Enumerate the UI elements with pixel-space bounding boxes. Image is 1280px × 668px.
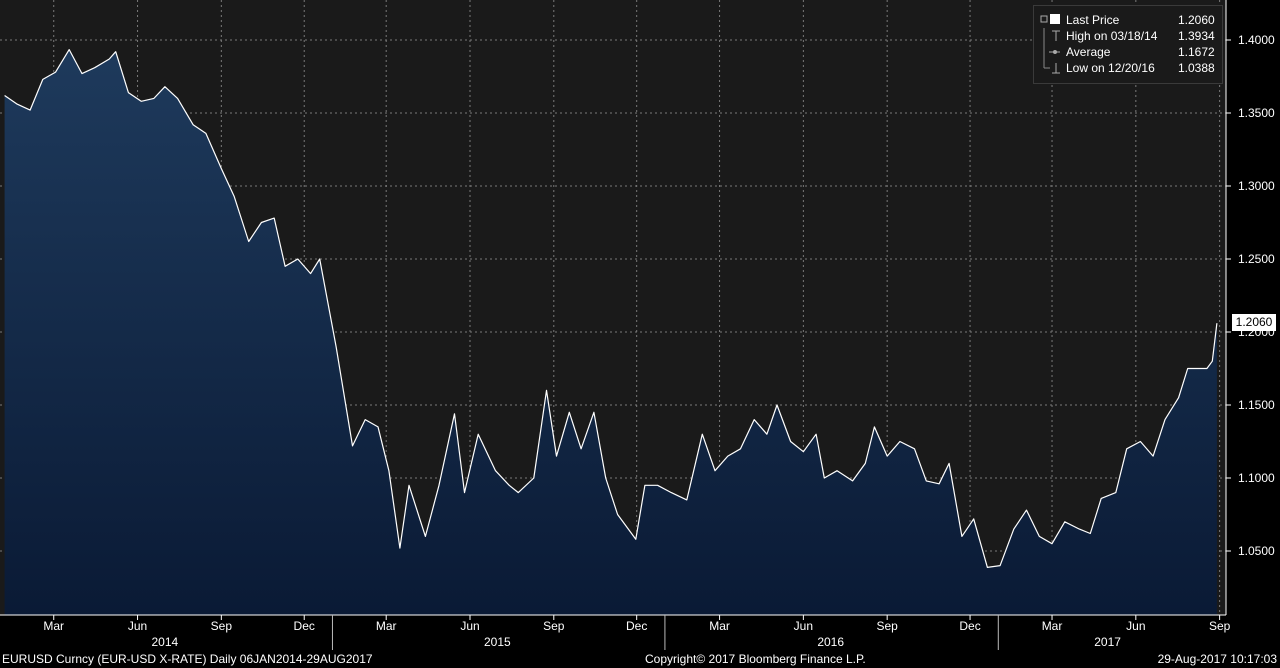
x-tick-label: Jun [128, 619, 147, 633]
y-tick-label: 1.4000 [1238, 33, 1275, 47]
y-tick-label: 1.1500 [1238, 398, 1275, 412]
y-tick-label: 1.3000 [1238, 179, 1275, 193]
x-tick-label: Mar [43, 619, 64, 633]
x-tick-label: Sep [543, 619, 565, 633]
x-tick-label: Mar [376, 619, 397, 633]
legend-label: High on 03/18/14 [1066, 29, 1158, 43]
legend-value: 1.1672 [1178, 45, 1215, 59]
x-tick-label: Jun [1126, 619, 1145, 633]
y-tick-label: 1.2500 [1238, 252, 1275, 266]
x-tick-label: Mar [1042, 619, 1063, 633]
year-label: 2016 [817, 635, 844, 649]
year-label: 2017 [1094, 635, 1121, 649]
axes [0, 0, 1227, 616]
average-marker-icon [1040, 44, 1061, 60]
high-marker-icon [1040, 28, 1060, 44]
footer-ticker: EURUSD Curncy (EUR-USD X-RATE) Daily 06J… [2, 652, 373, 666]
last-price-marker: 1.2060 [1232, 314, 1276, 331]
legend: Last Price 1.2060 High on 03/18/14 1.393… [1033, 5, 1223, 84]
legend-value: 1.3934 [1178, 29, 1215, 43]
y-tick-label: 1.1000 [1238, 471, 1275, 485]
x-tick-label: Dec [626, 619, 647, 633]
x-tick-label: Sep [211, 619, 233, 633]
x-tick-label: Dec [959, 619, 980, 633]
legend-label: Low on 12/20/16 [1066, 61, 1155, 75]
legend-label: Average [1066, 45, 1111, 59]
year-label: 2014 [152, 635, 179, 649]
y-axis: 1.40001.35001.30001.25001.20001.15001.10… [1226, 33, 1275, 558]
price-area [4, 49, 1217, 616]
legend-value: 1.0388 [1178, 61, 1215, 75]
footer-timestamp: 29-Aug-2017 10:17:03 [1157, 652, 1277, 666]
x-tick-label: Jun [794, 619, 813, 633]
year-label: 2015 [484, 635, 511, 649]
y-tick-label: 1.3500 [1238, 106, 1275, 120]
y-tick-label: 1.0500 [1238, 544, 1275, 558]
x-tick-label: Sep [1209, 619, 1231, 633]
price-chart: 1.40001.35001.30001.25001.20001.15001.10… [0, 0, 1275, 650]
legend-label: Last Price [1066, 13, 1120, 27]
x-tick-label: Mar [709, 619, 730, 633]
legend-value: 1.2060 [1178, 13, 1215, 27]
low-marker-icon [1040, 60, 1060, 76]
x-tick-label: Dec [294, 619, 315, 633]
x-axis: Mar Jun Sep Dec Mar Jun Sep Dec Mar Jun Sep Dec Mar J… [43, 615, 1231, 650]
x-tick-label: Sep [876, 619, 898, 633]
x-tick-label: Jun [460, 619, 479, 633]
footer-copyright: Copyright© 2017 Bloomberg Finance L.P. [645, 652, 866, 666]
last-price-square-icon [1040, 12, 1060, 28]
price-line [4, 49, 1218, 568]
